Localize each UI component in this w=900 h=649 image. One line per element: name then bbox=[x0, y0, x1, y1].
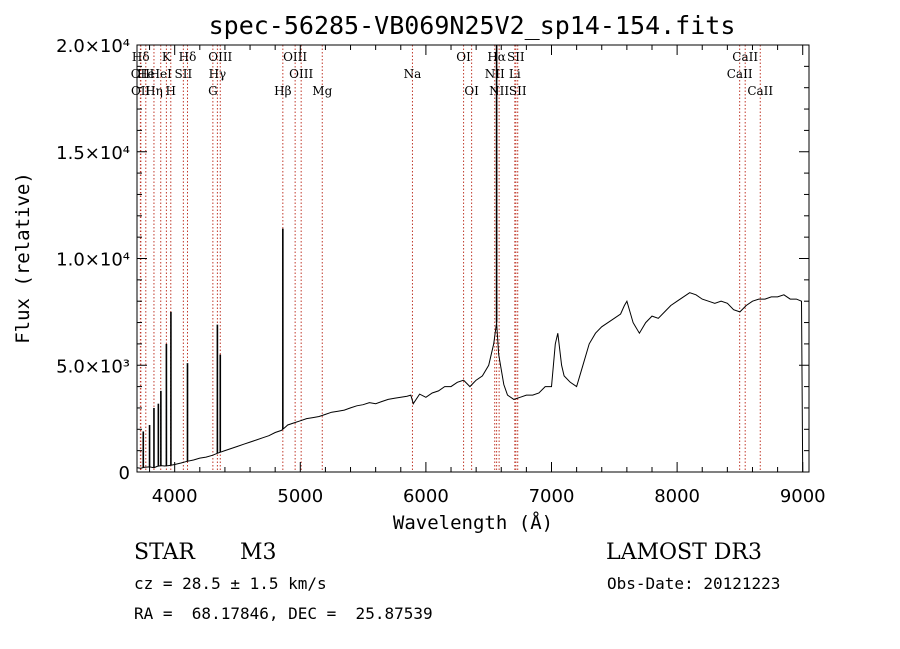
spectral-line-label: OIII bbox=[289, 67, 313, 81]
x-tick-label: 6000 bbox=[403, 486, 449, 507]
x-tick-label: 5000 bbox=[277, 486, 323, 507]
flux-line bbox=[136, 292, 804, 473]
spectral-line-label: CaII bbox=[727, 67, 753, 81]
y-tick-label: 0 bbox=[119, 463, 130, 484]
spectral-line-label: He bbox=[137, 67, 155, 81]
axis-ticks: 4000 5000 6000 7000 8000 9000 0 5.0×10³ 1.0×10⁴ 1… bbox=[56, 36, 825, 507]
object-subclass: M3 bbox=[240, 540, 277, 565]
spectral-line-label: Na bbox=[404, 67, 422, 81]
spectral-line-label: OIII bbox=[283, 50, 307, 64]
spectral-line-label: G bbox=[208, 84, 218, 98]
redshift-velocity: cz = 28.5 ± 1.5 km/s bbox=[134, 574, 327, 593]
x-tick-label: 4000 bbox=[152, 486, 198, 507]
spectral-line-label: K bbox=[162, 50, 172, 64]
spectral-line-markers bbox=[139, 45, 761, 472]
spectral-line-label: CaII bbox=[732, 50, 758, 64]
flux-series bbox=[136, 45, 804, 473]
observation-date: Obs-Date: 20121223 bbox=[607, 574, 781, 593]
spectral-line-label: NII bbox=[485, 67, 505, 81]
spectral-line-label: Hδ bbox=[179, 50, 197, 64]
chart-title: spec-56285-VB069N25V2_sp14-154.fits bbox=[209, 11, 736, 40]
x-tick-label: 7000 bbox=[529, 486, 575, 507]
spectral-line-label: NII bbox=[489, 84, 509, 98]
y-tick-label: 1.5×10⁴ bbox=[56, 143, 130, 164]
survey-name: LAMOST DR3 bbox=[606, 540, 762, 565]
spectral-line-label: OIII bbox=[208, 50, 232, 64]
spectral-line-label: H bbox=[166, 84, 176, 98]
spectral-line-label: OII bbox=[131, 67, 151, 81]
object-class: STAR bbox=[134, 540, 195, 565]
spectral-line-label: Hγ bbox=[209, 67, 227, 81]
y-axis-label: Flux (relative) bbox=[12, 172, 34, 344]
spectral-line-label: CaII bbox=[747, 84, 773, 98]
spectral-line-label: SII bbox=[509, 84, 527, 98]
y-tick-label: 5.0×10³ bbox=[56, 356, 130, 377]
y-tick-label: 1.0×10⁴ bbox=[56, 250, 130, 271]
x-tick-label: 8000 bbox=[654, 486, 700, 507]
spectral-line-label: SII bbox=[507, 50, 525, 64]
spectral-line-label: OI bbox=[456, 50, 471, 64]
spectral-line-label: Hη bbox=[145, 84, 163, 98]
x-axis-label: Wavelength (Å) bbox=[393, 511, 553, 534]
spectral-line-label: OI bbox=[464, 84, 479, 98]
x-tick-label: 9000 bbox=[780, 486, 826, 507]
y-tick-label: 2.0×10⁴ bbox=[56, 36, 130, 57]
plot-frame bbox=[136, 44, 810, 473]
coordinates: RA = 68.17846, DEC = 25.87539 bbox=[134, 604, 433, 623]
spectral-line-label: SII bbox=[174, 67, 192, 81]
spectral-line-label: Li bbox=[509, 67, 521, 81]
spectral-line-label: OII bbox=[131, 84, 151, 98]
spectral-line-label: HeI bbox=[150, 67, 173, 81]
spectral-line-label: Hδ bbox=[132, 50, 150, 64]
spectral-line-label: Hβ bbox=[274, 84, 291, 98]
spectral-line-label: Mg bbox=[312, 84, 332, 98]
